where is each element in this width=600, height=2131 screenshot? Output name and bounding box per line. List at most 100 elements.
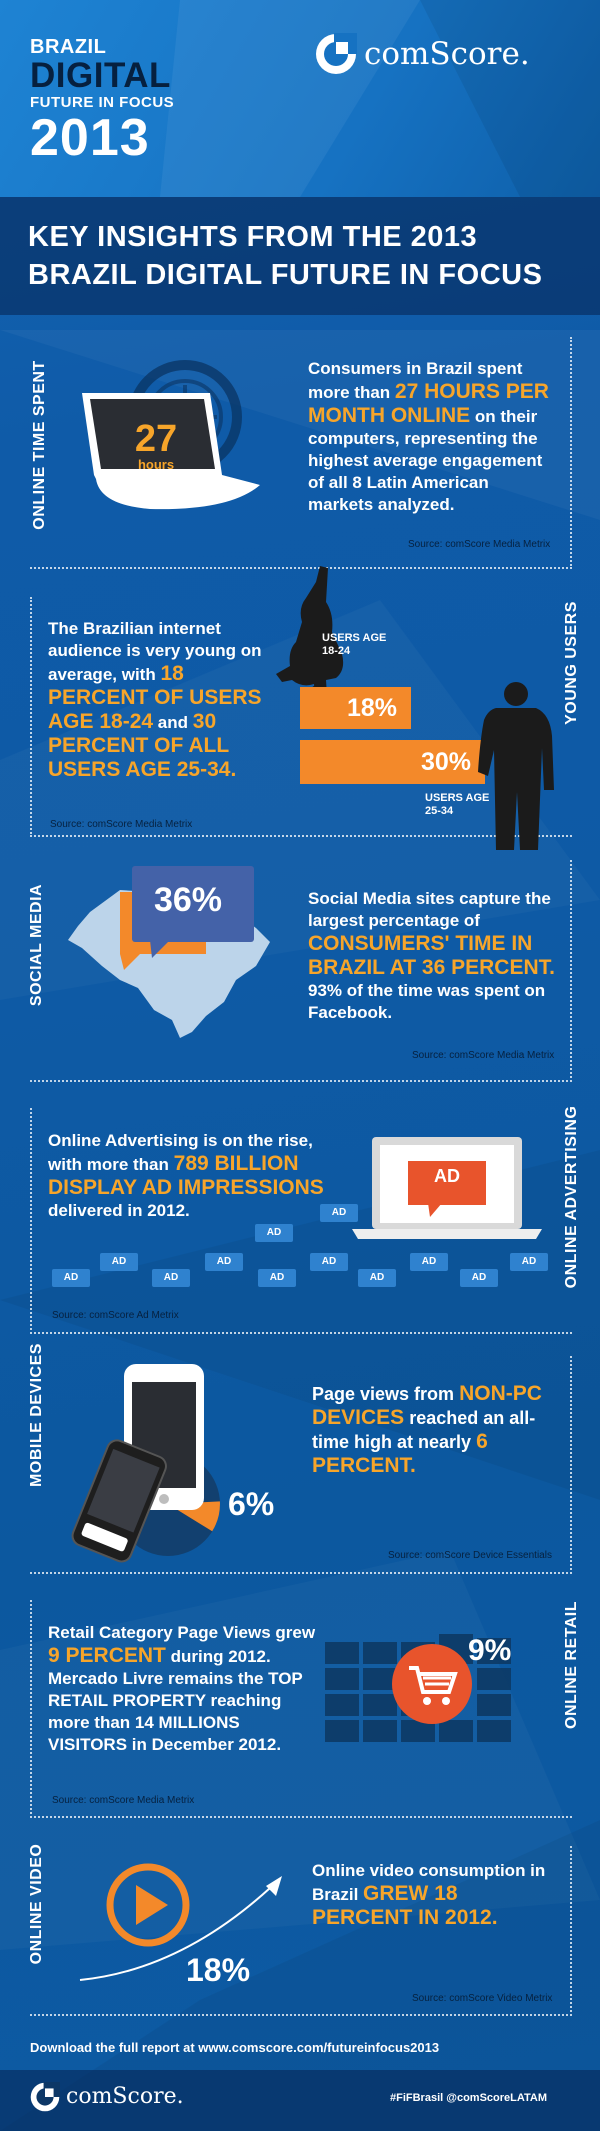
social-media-text-post: 93% of the time was spent on Facebook.: [308, 981, 546, 1022]
ad-tile: AD: [100, 1253, 138, 1271]
online-retail-highlight: 9 PERCENT: [48, 1644, 166, 1667]
social-media-text-pre: Social Media sites capture the largest p…: [308, 889, 551, 930]
young-users-bar1-label: USERS AGE 18-24: [322, 632, 387, 657]
online-time-text-pre: Consumers in Brazil spent more than: [308, 359, 523, 402]
ad-tile: AD: [152, 1269, 190, 1287]
young-users-highlight2: 30 PERCENT OF ALL USERS AGE 25-34.: [48, 710, 237, 781]
header-brand-name: comScore.: [364, 36, 530, 72]
ad-tile: AD: [52, 1269, 90, 1287]
label-mobile-devices: MOBILE DEVICES: [28, 1343, 45, 1487]
mobile-devices-text-pre: Page views from: [312, 1384, 455, 1404]
mobile-devices-text-mid: reached an all-time high at nearly: [312, 1408, 536, 1452]
header-title-brazil: BRAZIL: [30, 36, 107, 58]
comscore-logo-icon: [316, 33, 357, 74]
laptop-ad-icon: [352, 1137, 542, 1239]
header-title-digital: DIGITAL: [30, 56, 171, 95]
young-users-bar2-label: USERS AGE 25-34: [425, 792, 490, 817]
online-video-text: Online video consumption in Brazil GREW …: [312, 1860, 562, 1930]
young-users-highlight1: 18 PERCENT OF USERS AGE 18-24: [48, 662, 262, 733]
social-media-highlight: CONSUMERS' TIME IN BRAZIL AT 36 PERCENT.: [308, 932, 555, 979]
online-time-text: Consumers in Brazil spent more than 27 H…: [308, 358, 558, 516]
mobile-devices-highlight2: 6 PERCENT.: [312, 1430, 488, 1477]
label-online-retail: ONLINE RETAIL: [563, 1601, 580, 1729]
section-mobile-devices: [30, 1356, 572, 1574]
header-title-year: 2013: [30, 109, 150, 167]
mobile-devices-pie-icon: [71, 1364, 220, 1563]
online-time-value: 27: [134, 418, 178, 460]
header: [0, 0, 600, 197]
young-users-bar2-value: 30%: [420, 748, 471, 776]
key-insights-banner: [0, 197, 600, 315]
online-retail-value: 9%: [468, 1634, 512, 1667]
footer-brand-name: comScore.: [66, 2084, 184, 2109]
online-time-highlight: 27 HOURS PER MONTH ONLINE: [308, 380, 549, 427]
label-online-video: ONLINE VIDEO: [28, 1843, 45, 1965]
header-title-future: FUTURE IN FOCUS: [30, 94, 175, 111]
online-video-text-pre: Online video consumption in Brazil: [312, 1861, 546, 1904]
social-media-value: 36%: [153, 881, 223, 919]
laptop-ad-label: AD: [434, 1166, 460, 1186]
mobile-devices-value: 6%: [228, 1486, 275, 1522]
section-online-time: [30, 337, 572, 569]
social-media-source: Source: comScore Media Metrix: [412, 1050, 555, 1061]
ad-tile: AD: [460, 1269, 498, 1287]
online-time-source: Source: comScore Media Metrix: [408, 539, 551, 550]
banner-title-line2: BRAZIL DIGITAL FUTURE IN FOCUS: [28, 259, 543, 291]
online-video-value: 18%: [186, 1952, 251, 1988]
young-users-bar1: 18%: [300, 687, 411, 729]
young-users-text: The Brazilian internet audience is very …: [48, 618, 288, 782]
ad-tile: AD: [258, 1269, 296, 1287]
mobile-devices-highlight1: NON-PC DEVICES: [312, 1382, 542, 1429]
online-retail-text-post: during 2012. Mercado Livre remains the T…: [48, 1647, 303, 1754]
ad-tile: AD: [510, 1253, 548, 1271]
header-logo: [315, 33, 357, 80]
online-advertising-text-post: delivered in 2012.: [48, 1201, 190, 1220]
online-retail-text-pre: Retail Category Page Views grew: [48, 1623, 316, 1642]
label-online-time-spent: ONLINE TIME SPENT: [31, 360, 48, 530]
ad-tile: AD: [255, 1224, 293, 1242]
ad-tile: AD: [205, 1253, 243, 1271]
comscore-logo-icon: [30, 2082, 60, 2112]
footer-bar: [0, 2070, 600, 2131]
mobile-devices-source: Source: comScore Device Essentials: [388, 1550, 552, 1561]
online-advertising-text: Online Advertising is on the rise, with …: [48, 1130, 328, 1222]
ad-tile: AD: [310, 1253, 348, 1271]
young-users-text-pre: The Brazilian internet audience is very …: [48, 619, 262, 684]
online-advertising-text-pre: Online Advertising is on the rise, with …: [48, 1131, 313, 1174]
ad-tile: AD: [358, 1269, 396, 1287]
businessman-silhouette-icon: [478, 682, 554, 850]
section-online-video: [30, 1846, 572, 2016]
section-online-retail: [30, 1600, 572, 1818]
online-advertising-source: Source: comScore Ad Metrix: [52, 1310, 179, 1321]
online-advertising-highlight: 789 BILLION DISPLAY AD IMPRESSIONS: [48, 1152, 324, 1199]
online-retail-source: Source: comScore Media Metrix: [52, 1795, 195, 1806]
speech-bubble-icon: [120, 866, 254, 970]
banner-title: KEY INSIGHTS FROM THE 2013 BRAZIL DIGITA…: [28, 218, 588, 294]
young-users-bar2: 30%: [300, 740, 485, 784]
online-time-text-post: on their computers, representing the hig…: [308, 407, 543, 514]
section-social-media: [30, 860, 572, 1082]
ad-tile: AD: [320, 1204, 358, 1222]
online-retail-text: Retail Category Page Views grew 9 PERCEN…: [48, 1622, 318, 1756]
download-link[interactable]: Download the full report at www.comscore…: [30, 2040, 440, 2055]
laptop-clock-icon: [82, 360, 260, 510]
young-users-source: Source: comScore Media Metrix: [50, 819, 193, 830]
label-online-advertising: ONLINE ADVERTISING: [563, 1105, 580, 1289]
banner-title-line1: KEY INSIGHTS FROM THE 2013: [28, 221, 478, 253]
footer-logo: [30, 2082, 60, 2117]
online-time-unit: hours: [137, 457, 175, 472]
section-online-advertising: [30, 1108, 572, 1334]
young-users-text-mid: and: [157, 713, 189, 732]
online-video-source: Source: comScore Video Metrix: [412, 1993, 553, 2004]
footer-hashtag: #FiFBrasil @comScoreLATAM: [390, 2092, 548, 2104]
label-social-media: SOCIAL MEDIA: [28, 883, 45, 1007]
retail-grid-cart-icon: [325, 1634, 511, 1742]
social-media-text: Social Media sites capture the largest p…: [308, 888, 558, 1024]
ad-tile: AD: [410, 1253, 448, 1271]
video-play-growth-icon: [79, 1863, 282, 1981]
section-young-users: [30, 597, 572, 837]
young-users-bar1-value: 18%: [346, 694, 397, 722]
mobile-devices-text: Page views from NON-PC DEVICES reached a…: [312, 1382, 572, 1478]
label-young-users: YOUNG USERS: [563, 601, 580, 725]
